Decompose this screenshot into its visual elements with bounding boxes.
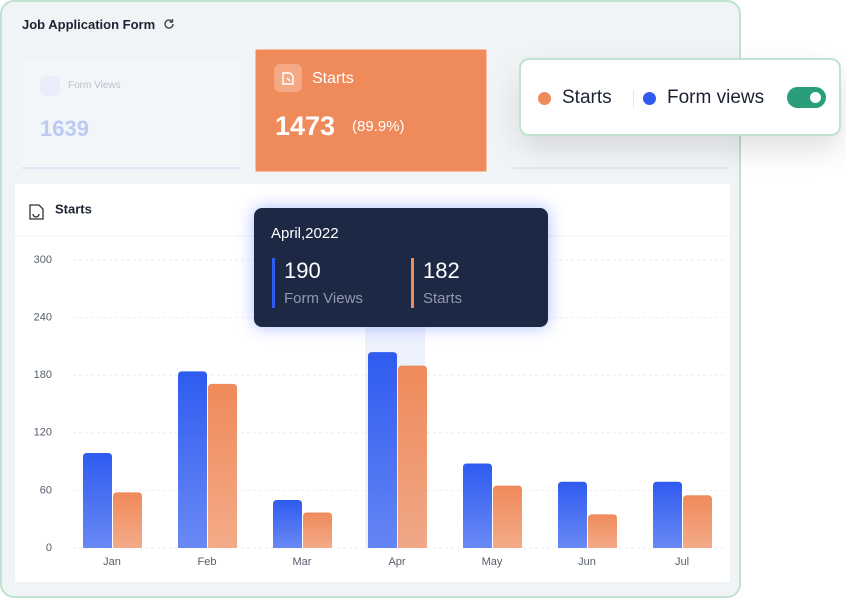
chart-card: Starts 0 60 120 180 240 300 Jan Feb Mar Apr May Jun…	[15, 184, 730, 582]
stat-label: Form Views	[68, 80, 121, 91]
bar	[178, 371, 207, 548]
stat-percent: (89.9%)	[352, 118, 405, 135]
y-tick-label: 300	[34, 254, 52, 266]
card-icon	[40, 76, 60, 96]
bar	[493, 485, 522, 548]
x-tick-label: Jan	[103, 556, 121, 568]
legend-label: Starts	[562, 87, 612, 108]
toggle[interactable]	[787, 87, 826, 108]
x-tick-label: Mar	[293, 556, 312, 568]
stat-card[interactable]: Form Views 1639	[22, 60, 240, 169]
toggle-knob	[810, 92, 821, 103]
stat-card[interactable]: Starts 1473 (89.9%)	[255, 49, 487, 172]
tooltip-value: 182	[423, 258, 460, 283]
legend-label: Form views	[667, 87, 765, 108]
tooltip-label: Form Views	[284, 290, 363, 307]
bar	[558, 481, 587, 548]
bar	[588, 514, 617, 548]
bar	[113, 492, 142, 548]
chart-icon	[29, 204, 44, 220]
bar	[653, 481, 682, 548]
tooltip-marker	[411, 258, 414, 308]
y-tick-label: 60	[40, 484, 52, 496]
bar	[463, 463, 492, 548]
bar	[398, 365, 427, 548]
y-tick-label: 0	[46, 542, 52, 554]
tooltip-marker	[272, 258, 275, 308]
bar	[83, 452, 112, 548]
bar	[273, 500, 302, 548]
bar	[683, 495, 712, 548]
x-tick-label: Jul	[675, 556, 689, 568]
x-tick-label: Apr	[388, 556, 405, 568]
card-icon	[274, 64, 302, 92]
x-tick-label: Feb	[198, 556, 217, 568]
legend-swatch	[643, 92, 656, 105]
tooltip: April,2022 190 Form Views 182 Starts	[254, 208, 548, 327]
y-tick-label: 120	[34, 427, 52, 439]
title-text: Job Application Form	[22, 17, 156, 32]
y-tick-label: 180	[34, 369, 52, 381]
bar	[303, 512, 332, 548]
chart-title: Starts	[55, 201, 92, 216]
bar	[208, 383, 237, 548]
stat-label: Starts	[312, 70, 354, 87]
form-title: Job Application Form	[22, 17, 175, 32]
tooltip-label: Starts	[423, 290, 463, 307]
bar	[368, 352, 397, 548]
tooltip-title: April,2022	[271, 225, 339, 242]
stat-value: 1639	[40, 116, 89, 141]
legend-swatch	[538, 92, 551, 105]
y-tick-label: 240	[34, 312, 52, 324]
x-tick-label: May	[482, 556, 503, 568]
refresh-icon[interactable]	[163, 18, 175, 30]
legend-divider	[633, 90, 634, 108]
tooltip-value: 190	[284, 258, 321, 283]
stat-value: 1473	[275, 111, 336, 141]
legend: Starts Form views	[519, 58, 841, 136]
x-tick-label: Jun	[578, 556, 596, 568]
